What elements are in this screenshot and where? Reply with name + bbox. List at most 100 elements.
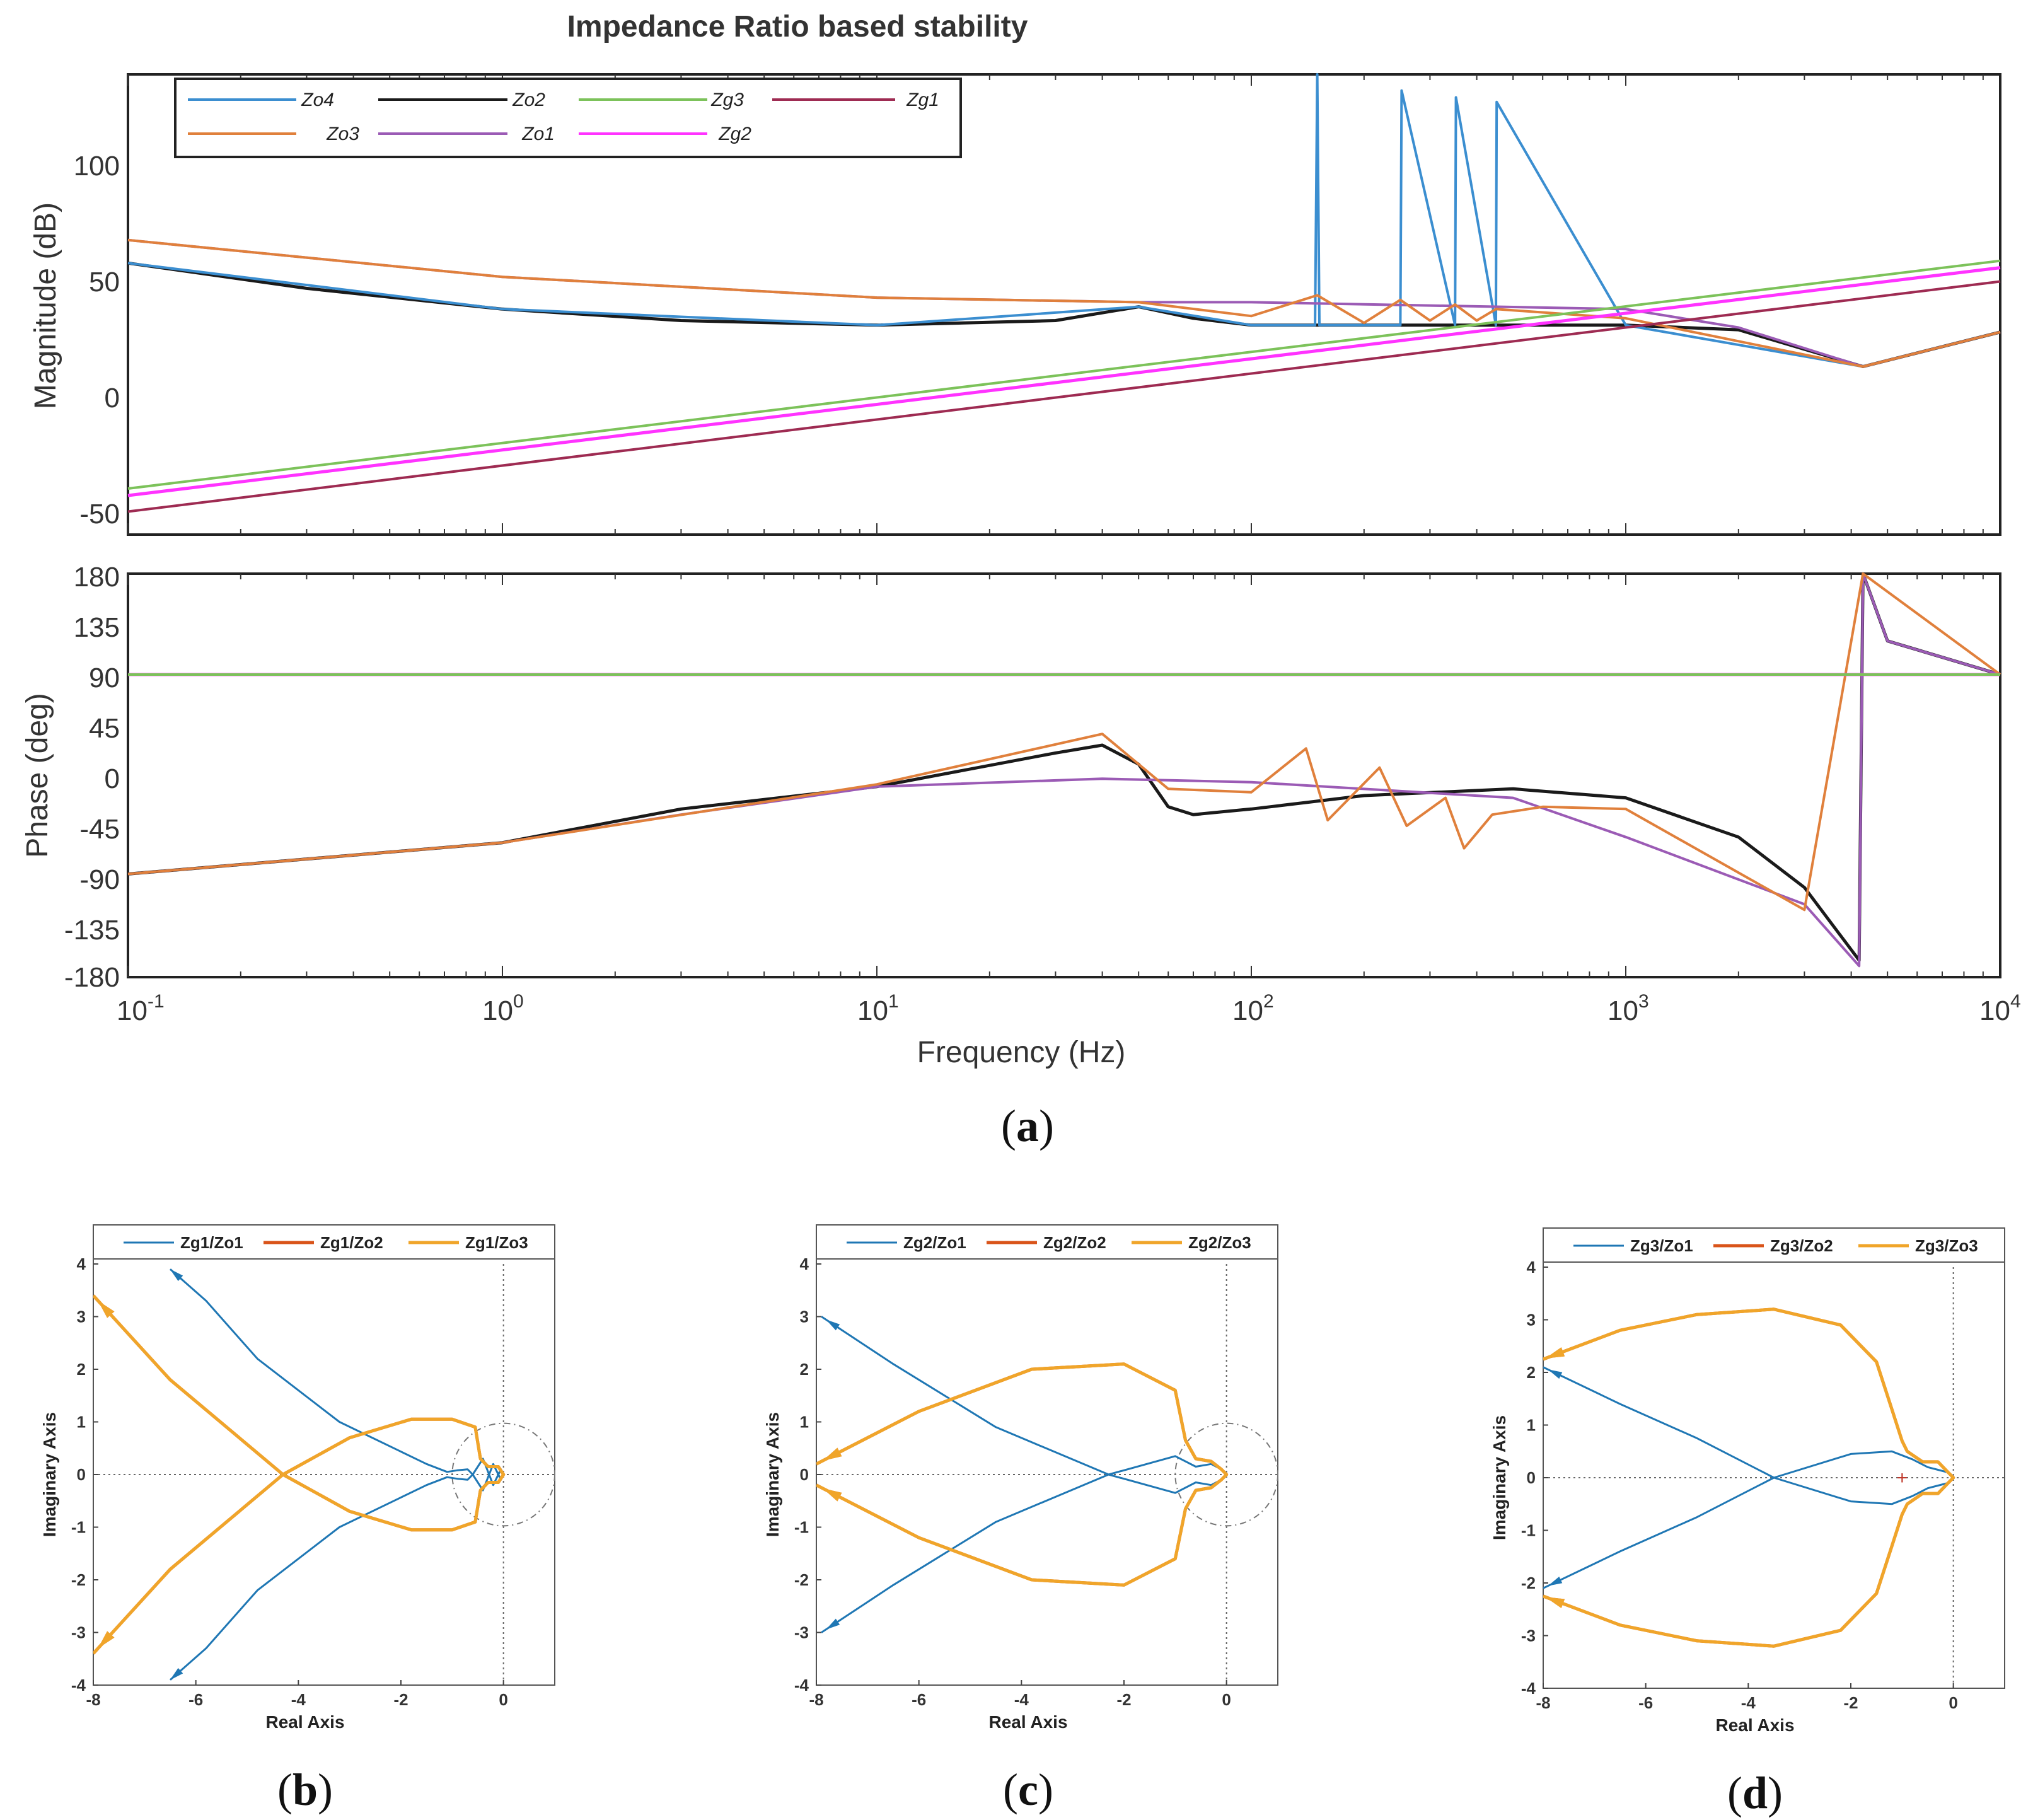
x-tick-label: -4	[1741, 1693, 1756, 1712]
nyquist-curve-3	[93, 1294, 506, 1655]
nyquist-curve-3	[1543, 1307, 1955, 1648]
phase-ytick: -135	[64, 915, 120, 946]
legend-label: Zo3	[326, 124, 359, 144]
y-tick-label: -1	[71, 1518, 86, 1537]
x-tick-label: -6	[188, 1690, 203, 1709]
y-tick-label: 3	[77, 1307, 86, 1326]
phase-series	[127, 572, 2001, 977]
legend-label: Zg2/Zo1	[903, 1233, 966, 1252]
legend-label: Zg1	[906, 90, 939, 110]
phase-ylabel: Phase (deg)	[21, 693, 54, 858]
legend-label: Zg1/Zo2	[320, 1233, 383, 1252]
direction-arrow	[1545, 1597, 1565, 1608]
xtick-label: 104	[1979, 991, 2021, 1026]
xtick-label: 100	[482, 991, 524, 1026]
legend-label: Zg3/Zo3	[1915, 1236, 1978, 1255]
series-line-zo3	[127, 572, 2001, 912]
unit-circle	[451, 1422, 556, 1527]
y-tick-label: 2	[1527, 1363, 1536, 1382]
magnitude-ylabel: Magnitude (dB)	[29, 202, 62, 409]
direction-arrow	[826, 1319, 840, 1331]
curve-group	[93, 1268, 506, 1681]
y-tick-label: 0	[1527, 1468, 1536, 1487]
phase-ytick: -90	[79, 864, 120, 895]
xtick-label: 102	[1232, 991, 1274, 1026]
legend-label: Zg2/Zo2	[1043, 1233, 1106, 1252]
y-tick-label: -4	[1521, 1679, 1536, 1698]
plot-frame	[93, 1224, 555, 1686]
plot-frame	[1543, 1227, 2005, 1689]
curve-group	[816, 1316, 1229, 1633]
magnitude-y-ticks: 100 50 0 -50	[74, 151, 120, 530]
y-tick-label: -1	[794, 1518, 809, 1537]
phase-ytick: 135	[74, 612, 120, 643]
phase-ytick: 45	[89, 713, 120, 744]
mag-ytick: 0	[105, 383, 120, 414]
legend-label: Zg2/Zo3	[1188, 1233, 1251, 1252]
unit-circle	[1174, 1422, 1278, 1527]
direction-arrow	[1548, 1369, 1563, 1379]
curve-group	[1543, 1307, 1955, 1648]
magnitude-series	[127, 73, 2001, 535]
x-axis-label: Real Axis	[988, 1712, 1067, 1732]
direction-arrow	[1548, 1576, 1563, 1586]
series-line-zg1	[127, 280, 2001, 513]
x-tick-label: -2	[1116, 1690, 1131, 1709]
y-tick-label: -3	[794, 1623, 809, 1642]
x-tick-label: -4	[1014, 1690, 1029, 1709]
legend-label: Zg3	[710, 90, 744, 110]
bode-legend: Zo4 Zo2 Zg3 Zg1 Zo3 Zo1 Zg2	[174, 78, 962, 158]
y-tick-label: -3	[1521, 1626, 1536, 1645]
x-tick-label: -2	[1843, 1693, 1858, 1712]
y-tick-label: 4	[77, 1255, 86, 1273]
y-tick-label: 0	[77, 1465, 86, 1484]
legend-label: Zo1	[521, 124, 555, 144]
phase-ytick: 90	[89, 663, 120, 693]
nyquist-panel-b: Zg1/Zo1 Zg1/Zo2 Zg1/Zo3 -8 -6 -4 -2 0 4 3 2 1 0 -1 -2 -…	[40, 1224, 556, 1815]
direction-arrow	[823, 1447, 842, 1461]
y-tick-label: 2	[77, 1360, 86, 1379]
series-line-zo4	[127, 73, 2001, 368]
critical-point-marker: +	[1897, 1468, 1908, 1488]
direction-arrow	[98, 1631, 115, 1649]
bode-xlabel: Frequency (Hz)	[917, 1036, 1126, 1069]
direction-arrow	[826, 1618, 840, 1630]
plot-frame	[816, 1224, 1278, 1686]
x-axis-label: Real Axis	[1715, 1715, 1794, 1735]
x-tick-label: -8	[809, 1690, 823, 1709]
legend-label: Zo2	[512, 90, 545, 110]
y-tick-label: -2	[71, 1570, 86, 1589]
bode-x-ticks: 10-1 100 101 102 103 104	[117, 991, 2021, 1026]
legend-label: Zo4	[301, 90, 334, 110]
phase-ytick: -45	[79, 814, 120, 845]
direction-arrow	[170, 1268, 183, 1282]
y-tick-label: 4	[1527, 1258, 1536, 1277]
y-axis-label: Imaginary Axis	[40, 1412, 59, 1537]
caption-b: (b)	[277, 1765, 333, 1815]
nyquist-panel-c: Zg2/Zo1 Zg2/Zo2 Zg2/Zo3 -8 -6 -4 -2 0 4 3 2 1 0 -1 -2 -…	[763, 1224, 1278, 1815]
x-tick-label: -8	[86, 1690, 100, 1709]
direction-arrow	[98, 1301, 115, 1318]
y-tick-label: 4	[800, 1255, 809, 1273]
x-tick-label: -2	[393, 1690, 408, 1709]
series-line-zg3	[127, 259, 2001, 490]
series-line-zg2	[127, 266, 2001, 497]
phase-ytick: 180	[74, 562, 120, 593]
phase-ytick: 0	[105, 763, 120, 794]
x-tick-label: -4	[291, 1690, 306, 1709]
nyquist-panel-d: Zg3/Zo1 Zg3/Zo2 Zg3/Zo3 + -8 -6 -4 -2 0 4 3 2 1 0 -1 -2…	[1490, 1227, 2005, 1818]
mag-ytick: -50	[79, 499, 120, 530]
legend-label: Zg1/Zo1	[180, 1233, 243, 1252]
xtick-label: 101	[857, 991, 899, 1026]
caption-d: (d)	[1727, 1768, 1783, 1818]
x-tick-label: -8	[1536, 1693, 1550, 1712]
legend-label: Zg1/Zo3	[465, 1233, 528, 1252]
y-tick-label: 3	[1527, 1311, 1536, 1330]
y-axis-label: Imaginary Axis	[1490, 1415, 1509, 1540]
y-tick-label: 3	[800, 1307, 809, 1326]
x-tick-label: 0	[1222, 1690, 1231, 1709]
phase-y-ticks: 180 135 90 45 0 -45 -90 -135 -180	[64, 562, 120, 993]
x-tick-label: 0	[499, 1690, 507, 1709]
y-tick-label: 2	[800, 1360, 809, 1379]
